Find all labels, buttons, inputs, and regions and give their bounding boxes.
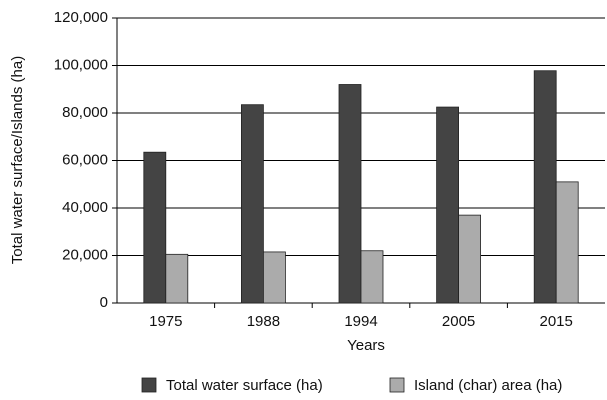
x-tick-label: 2015 [540,313,573,330]
y-tick-label: 40,000 [62,199,108,216]
bar [458,214,482,304]
legend-swatch [141,377,157,393]
y-tick-label: 20,000 [62,246,108,263]
legend-label: Total water surface (ha) [166,377,323,394]
legend-swatch [389,377,405,393]
y-tick-label: 120,000 [54,9,108,26]
bar [338,84,362,304]
y-tick-label: 80,000 [62,104,108,121]
bar [360,250,384,304]
bar [262,251,286,304]
y-tick-label: 60,000 [62,151,108,168]
bar [436,106,460,304]
x-tick-label: 1975 [149,313,182,330]
x-tick-label: 1988 [247,313,280,330]
y-tick-label: 100,000 [54,56,108,73]
legend-label: Island (char) area (ha) [414,377,562,394]
y-axis-label: Total water surface/Islands (ha) [9,56,26,264]
bar [165,253,189,304]
bar [143,151,167,304]
x-axis-label: Years [347,337,385,354]
bar [555,181,579,304]
y-tick-label: 0 [100,294,108,311]
bar [240,104,264,304]
x-tick-label: 1994 [344,313,377,330]
bar [533,70,557,304]
x-tick-label: 2005 [442,313,475,330]
